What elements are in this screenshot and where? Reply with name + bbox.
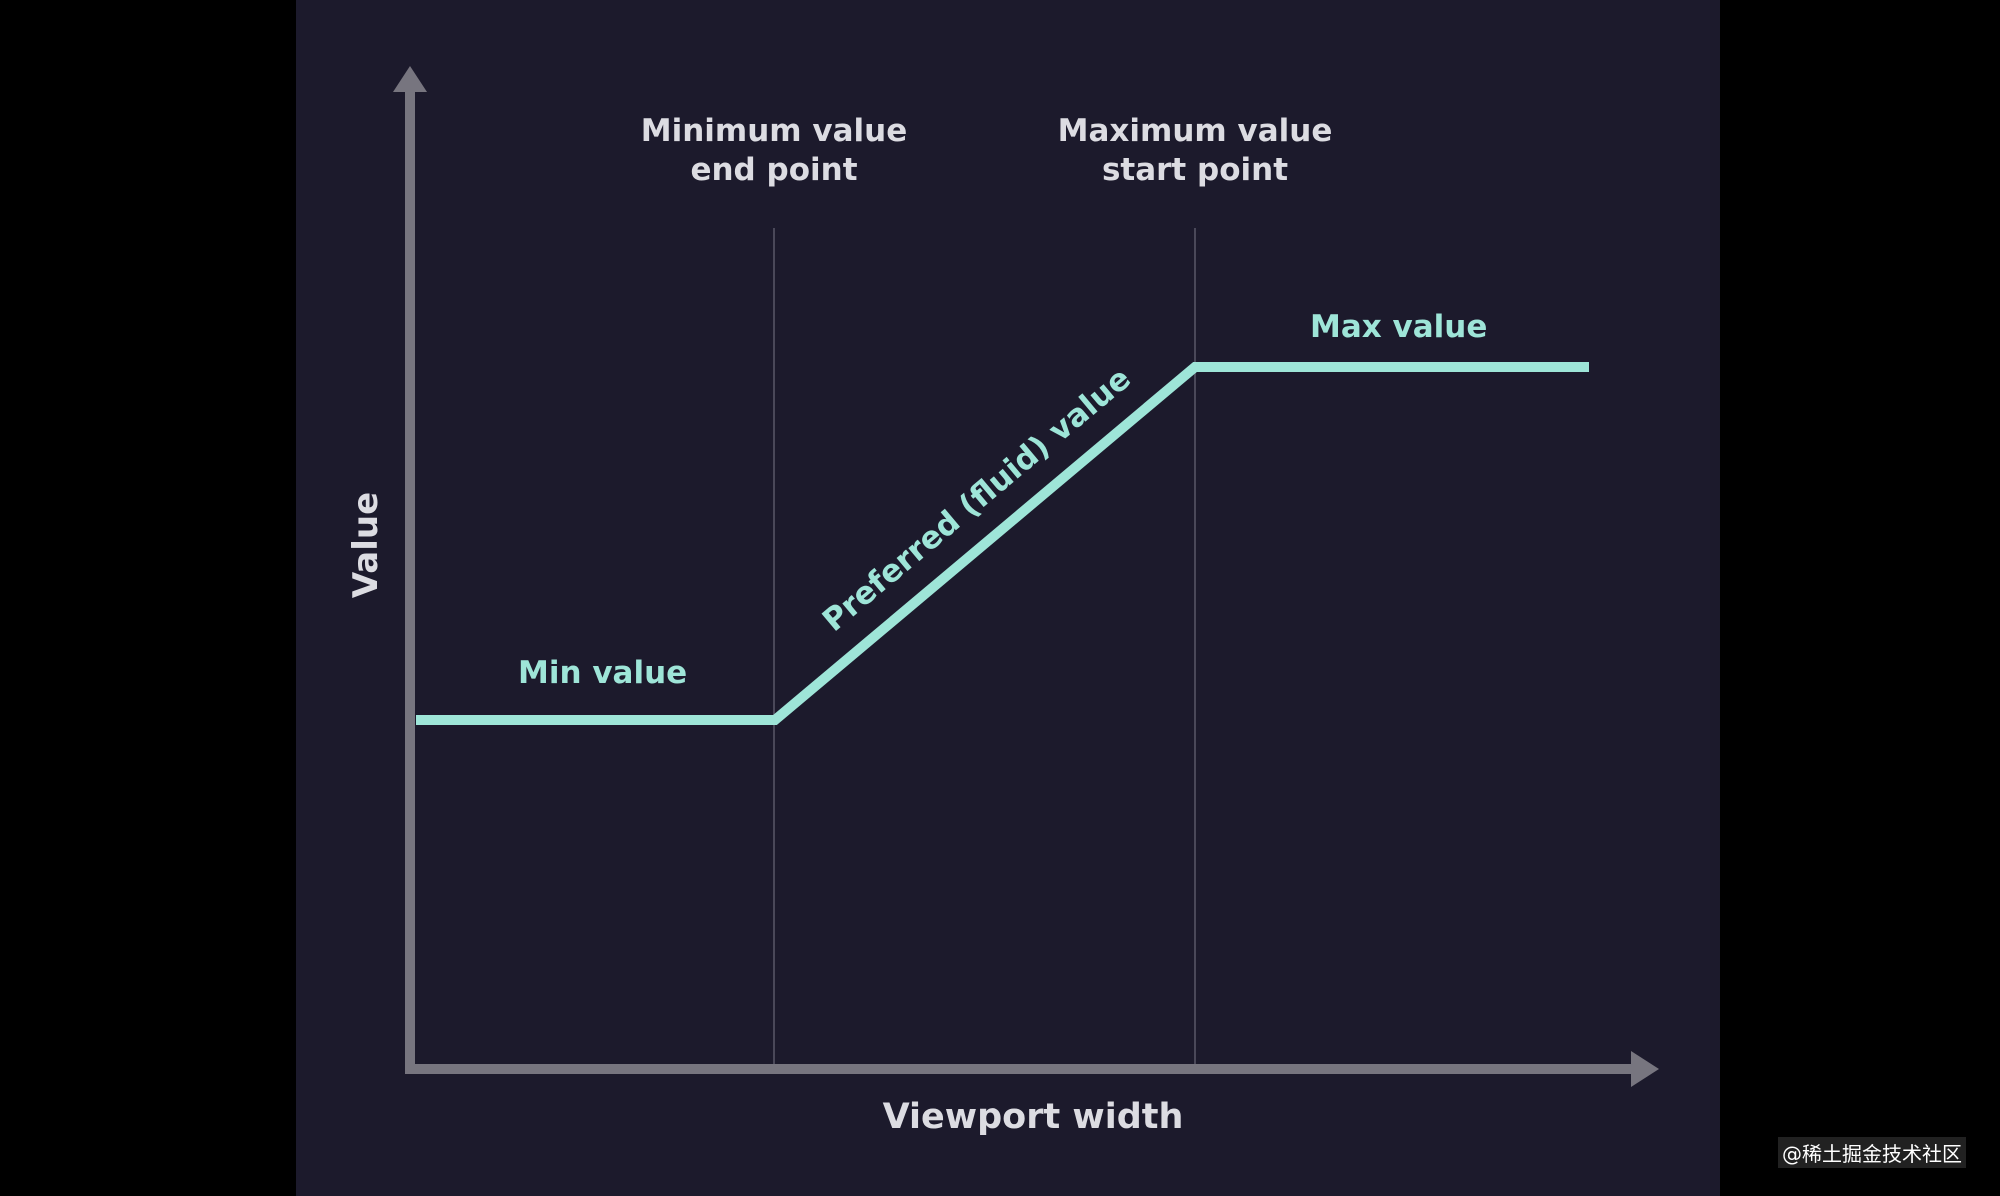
x-axis-label: Viewport width xyxy=(882,1097,1184,1137)
marker-label-min-end: Minimum value end point xyxy=(640,113,908,188)
marker-label-max-start: Maximum value start point xyxy=(1057,113,1333,188)
x-axis-arrow-icon xyxy=(1631,1051,1659,1087)
diagram-panel xyxy=(296,0,1720,1196)
clamp-curve xyxy=(416,362,1589,725)
min-value-label: Min value xyxy=(518,655,688,691)
max-value-label: Max value xyxy=(1310,309,1488,345)
watermark: @稀土掘金技术社区 xyxy=(1778,1137,1966,1168)
y-axis-arrow-icon xyxy=(393,66,427,92)
